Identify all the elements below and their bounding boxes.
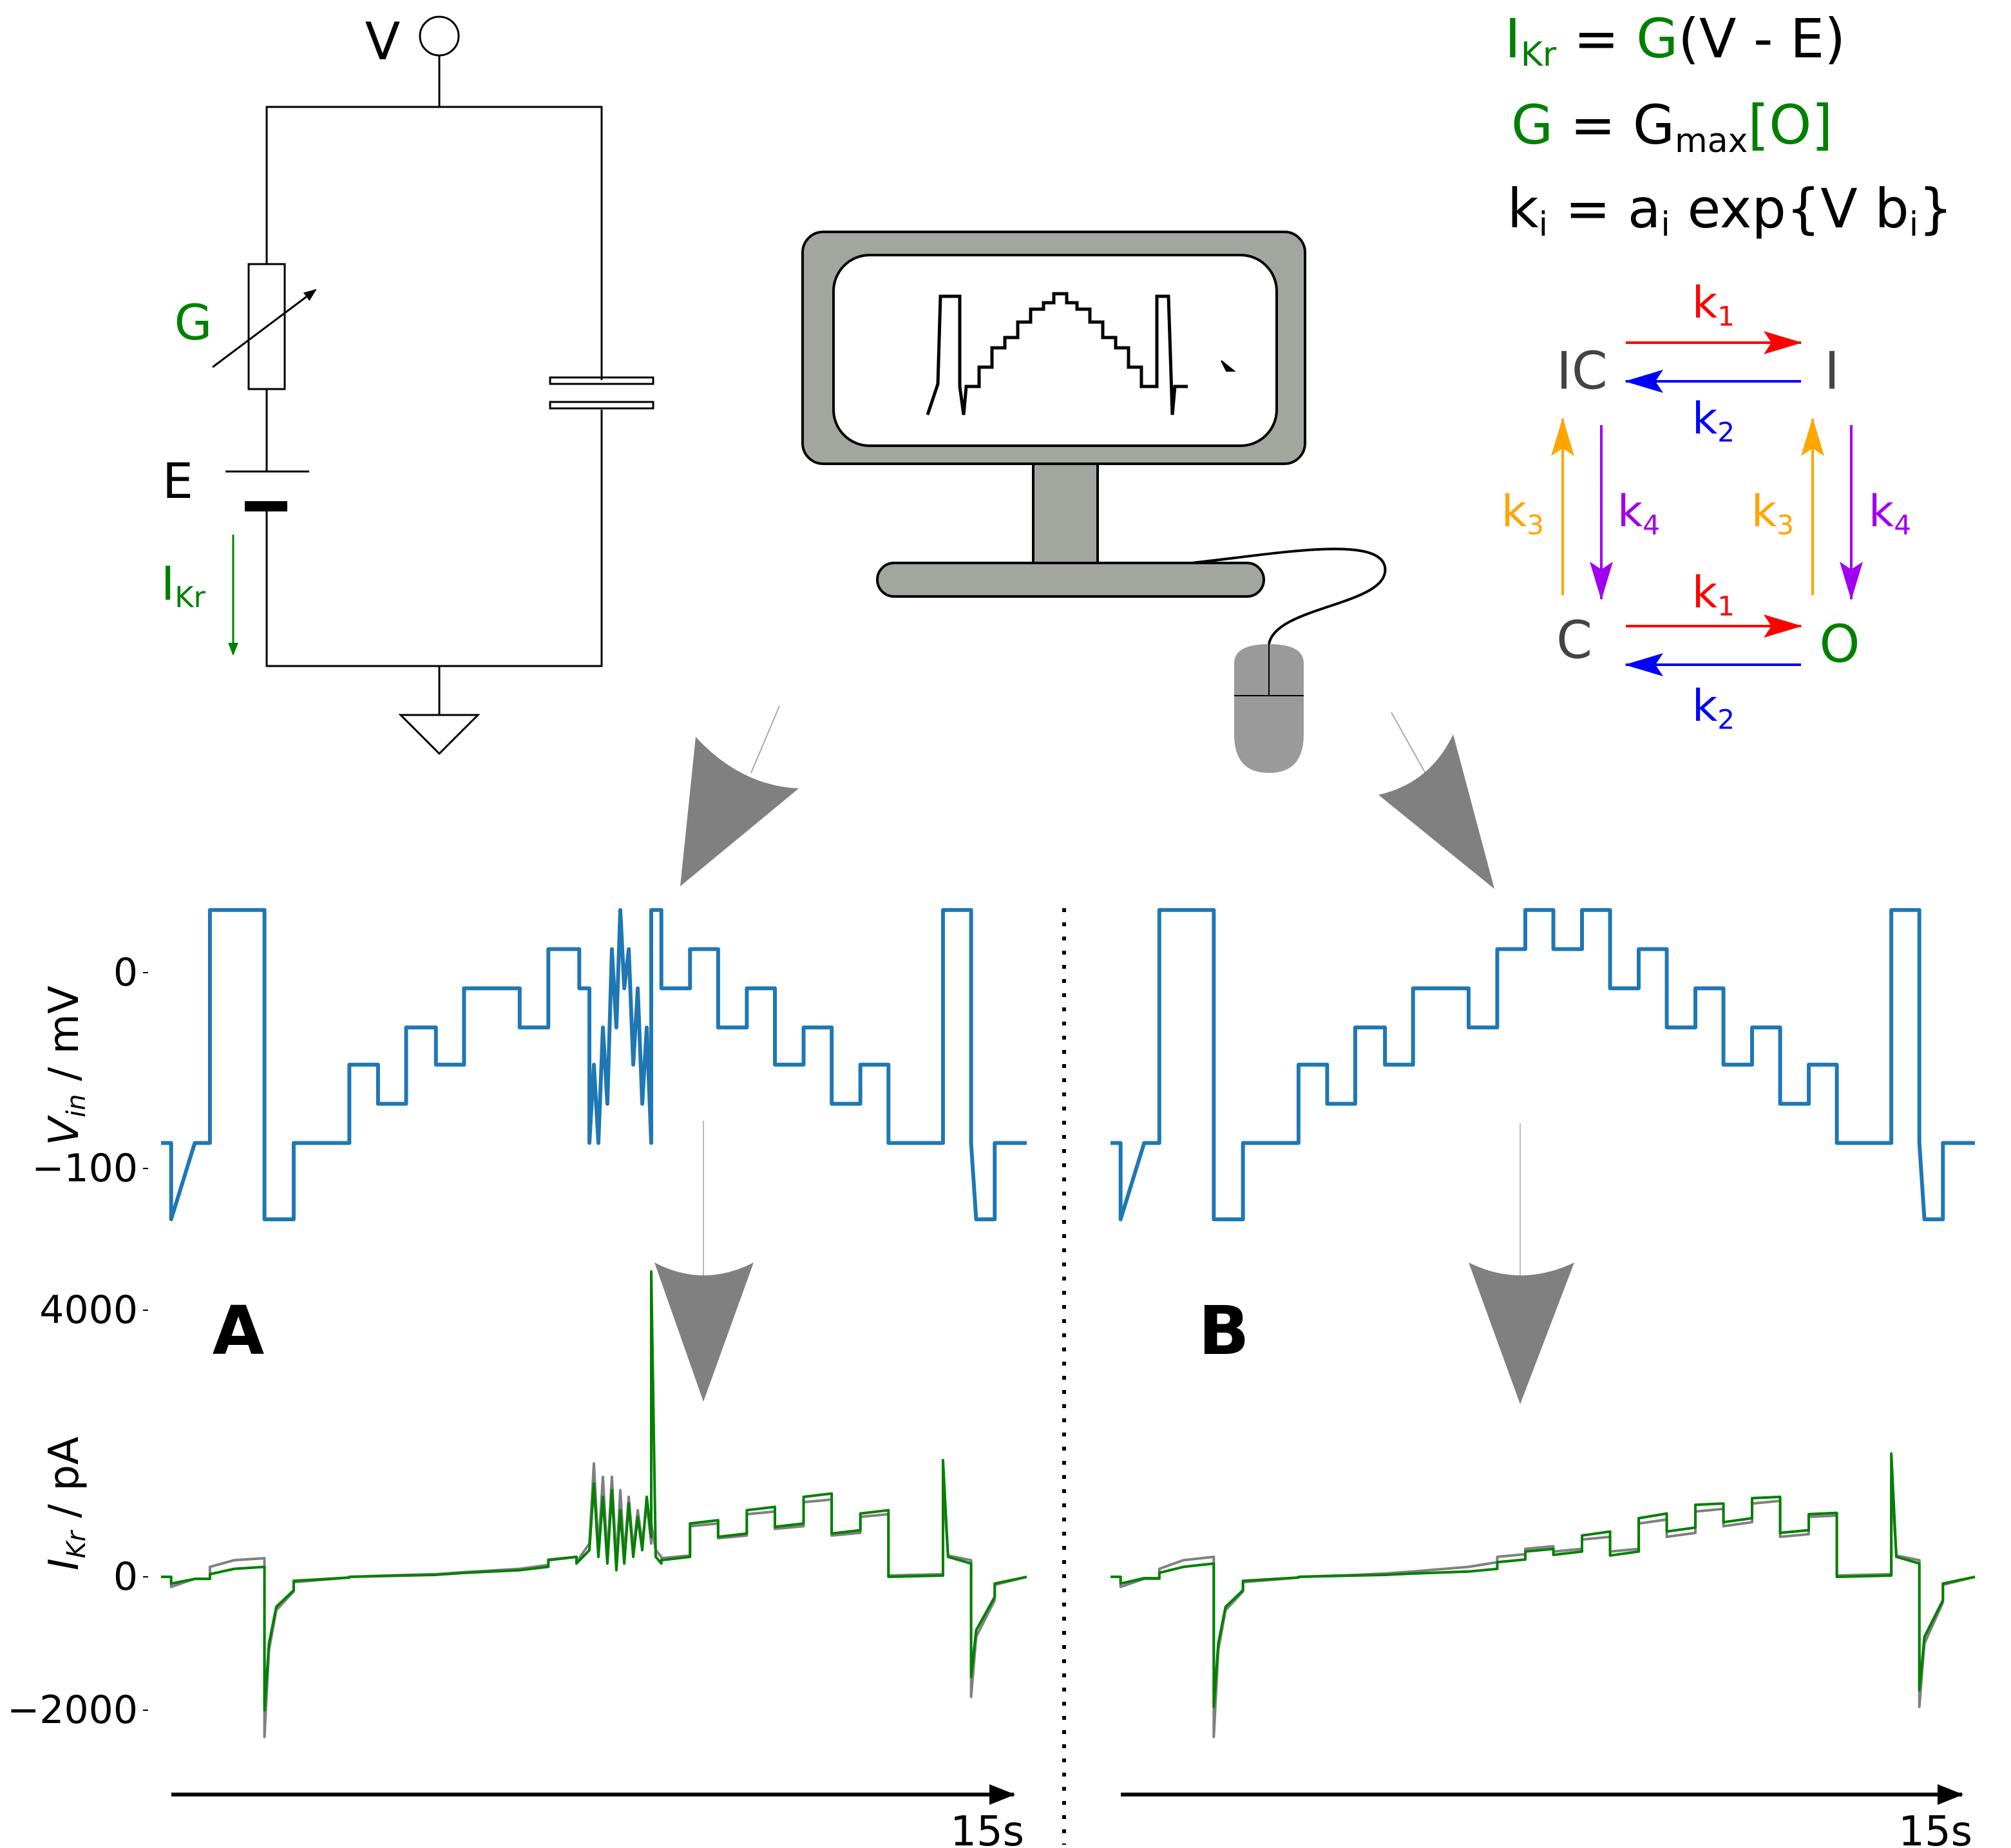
panel-label: B <box>1198 1291 1249 1370</box>
y-axis-label-part: V <box>41 1115 88 1146</box>
equation-part: k <box>1507 177 1539 240</box>
equation-part: i <box>1661 205 1670 244</box>
rate-label-part: k <box>1692 567 1718 618</box>
reversal-label: E <box>162 452 193 510</box>
rate-label: k3 <box>1751 486 1794 540</box>
equation-part: max <box>1675 122 1748 160</box>
series-line <box>1110 1475 1976 1738</box>
rate-label-part: 2 <box>1717 416 1735 448</box>
rate-label: k1 <box>1692 567 1735 622</box>
equation-part: = G <box>1553 93 1675 157</box>
y-axis-label: IKr / pA <box>41 1436 91 1570</box>
rate-label-part: 4 <box>1894 509 1911 540</box>
state-label: C <box>1556 611 1592 671</box>
rate-label-part: k <box>1869 486 1894 537</box>
voltage-label: V <box>365 12 401 71</box>
equation-part: = <box>1556 7 1636 70</box>
rate-label-part: k <box>1501 486 1527 537</box>
rate-label: k2 <box>1692 681 1735 735</box>
series-line <box>161 1270 1027 1712</box>
y-axis-label: Vin / mV <box>41 986 91 1146</box>
time-label: 15s <box>1898 1808 1972 1848</box>
series-line <box>161 908 1027 1222</box>
rate-label-part: 3 <box>1527 509 1544 540</box>
y-tick-label: −100 <box>32 1146 138 1191</box>
computer <box>801 231 1387 773</box>
equation-part: G <box>1636 7 1678 70</box>
rate-label: k4 <box>1617 486 1660 540</box>
equation: IKr = G(V - E) <box>1505 7 1845 74</box>
y-tick-label: 4000 <box>39 1288 138 1333</box>
rate-label-part: k <box>1692 681 1718 732</box>
equation-part: G <box>1511 93 1553 157</box>
time-label: 15s <box>950 1808 1024 1848</box>
rate-label: k1 <box>1692 278 1735 332</box>
current-label: IKr <box>161 557 205 614</box>
equation: G = Gmax[O] <box>1511 93 1833 160</box>
y-axis-label-part: / mV <box>41 986 88 1094</box>
current-label-part: I <box>161 557 175 611</box>
y-axis-label-part: in <box>62 1094 91 1118</box>
voltage-label-part: V <box>365 12 401 71</box>
conductance-label: G <box>175 294 213 351</box>
state-label: O <box>1820 614 1860 674</box>
rate-label: k2 <box>1692 394 1735 448</box>
rate-label: k3 <box>1501 486 1544 540</box>
equation-part: (V - E) <box>1678 7 1845 70</box>
y-axis-label-part: / pA <box>41 1436 88 1531</box>
equation-part: } <box>1918 177 1952 240</box>
rate-label-part: k <box>1751 486 1777 537</box>
rate-label-part: k <box>1617 486 1643 537</box>
conductance-label-part: G <box>175 294 213 351</box>
series-line <box>1110 1452 1976 1708</box>
rate-label-part: 3 <box>1777 509 1794 540</box>
state-label: I <box>1824 341 1840 401</box>
y-axis-label-part: Kr <box>62 1529 91 1558</box>
circuit <box>212 15 654 756</box>
rate-label-part: 1 <box>1717 590 1735 622</box>
equation-part: I <box>1505 7 1521 70</box>
equation: ki = ai exp{V bi} <box>1507 177 1953 244</box>
y-axis-label-part: I <box>41 1558 88 1570</box>
markov-arrows <box>1551 331 1863 676</box>
y-tick-label: −2000 <box>7 1688 138 1733</box>
equation-part: i <box>1909 205 1918 244</box>
flow-arrows <box>654 705 1574 1404</box>
equation-part: i <box>1539 205 1548 244</box>
state-label: IC <box>1556 341 1607 401</box>
rate-label-part: 1 <box>1717 300 1735 332</box>
panel-label: A <box>213 1291 265 1370</box>
series-line <box>1110 908 1975 1222</box>
current-label-part: Kr <box>175 581 205 614</box>
rate-label-part: 2 <box>1717 703 1735 735</box>
y-tick-label: 0 <box>113 950 138 995</box>
rate-label: k4 <box>1869 486 1911 540</box>
rate-label-part: 4 <box>1643 509 1660 540</box>
rate-label-part: k <box>1692 394 1718 444</box>
equation-part: exp{V b <box>1670 177 1909 240</box>
equation-part: Kr <box>1521 35 1557 74</box>
reversal-label-part: E <box>162 452 193 510</box>
y-tick-label: 0 <box>113 1554 138 1599</box>
equation-part: = a <box>1548 177 1661 240</box>
equation-part: [O] <box>1748 93 1833 157</box>
rate-label-part: k <box>1692 278 1718 329</box>
